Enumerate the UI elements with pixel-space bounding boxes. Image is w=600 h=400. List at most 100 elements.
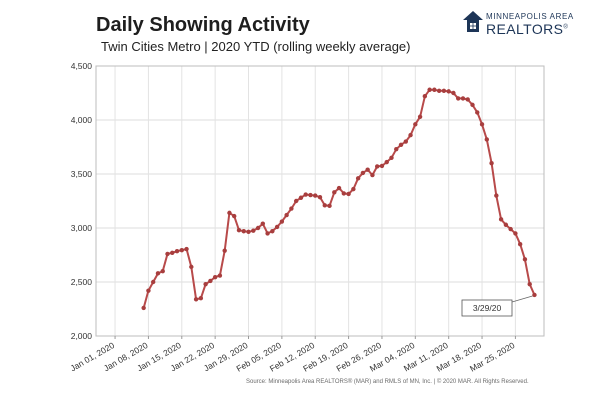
data-point: [389, 155, 394, 160]
data-point: [470, 102, 475, 108]
data-point: [222, 248, 227, 253]
plot-area-border: [95, 65, 545, 337]
data-point: [355, 176, 361, 181]
data-point: [460, 96, 466, 101]
data-point: [308, 192, 313, 198]
data-point: [427, 87, 432, 92]
data-point: [303, 192, 308, 197]
data-point: [456, 96, 461, 101]
data-point: [370, 172, 375, 178]
y-tick-label: 3,000: [71, 223, 93, 233]
data-point: [293, 198, 299, 204]
data-point: [232, 213, 237, 219]
data-point: [155, 271, 161, 276]
data-point: [236, 227, 242, 233]
data-point: [517, 242, 523, 247]
data-point: [255, 225, 261, 231]
source-note: Source: Minneapolis Area REALTORS® (MAR)…: [246, 379, 529, 385]
annotation-box: [461, 299, 513, 317]
data-point: [475, 110, 480, 115]
data-point: [165, 251, 170, 257]
data-point: [332, 190, 337, 195]
data-point: [212, 274, 218, 280]
data-point: [422, 94, 428, 99]
data-point: [413, 122, 418, 127]
y-tick-label: 4,000: [71, 115, 93, 125]
data-point: [251, 228, 256, 233]
data-point: [150, 279, 156, 285]
y-tick-label: 2,000: [71, 331, 93, 341]
data-point: [284, 212, 289, 218]
data-point: [351, 186, 356, 192]
data-point: [217, 273, 223, 278]
data-point: [432, 87, 437, 92]
data-point: [184, 246, 189, 252]
page-title: Daily Showing Activity: [96, 14, 310, 36]
data-point: [498, 217, 504, 222]
data-point: [346, 191, 351, 197]
data-point: [327, 203, 332, 209]
data-point: [479, 122, 485, 127]
data-point: [384, 159, 389, 165]
data-point: [365, 167, 370, 172]
chart-axes: [95, 65, 545, 339]
chart-grid: [96, 65, 544, 337]
data-point: [436, 88, 442, 94]
data-point: [241, 229, 246, 234]
chart-annotations: 3/29/20: [461, 295, 533, 317]
y-tick-label: 3,500: [71, 169, 93, 179]
data-point: [198, 296, 204, 301]
data-point: [193, 297, 199, 302]
realtors-logo: MINNEAPOLIS AREA REALTORS®: [462, 10, 592, 40]
data-point: [336, 185, 342, 191]
chart-series: [141, 87, 537, 311]
data-point: [141, 305, 146, 311]
data-point: [146, 288, 151, 293]
logo-text-top: MINNEAPOLIS AREA: [486, 12, 574, 21]
data-point: [465, 97, 470, 102]
data-point: [408, 132, 413, 138]
y-tick-label: 4,500: [71, 61, 93, 71]
data-point: [494, 193, 499, 198]
data-point: [508, 226, 513, 232]
data-point: [489, 161, 494, 166]
data-point: [203, 281, 208, 287]
data-point: [265, 231, 270, 236]
series-line: [142, 88, 536, 309]
y-axis-ticks: 2,000 2,500 3,000 3,500 4,000 4,500: [71, 61, 93, 341]
data-point: [160, 269, 165, 274]
logo-text-main: REALTORS®: [486, 21, 568, 37]
data-point: [189, 264, 194, 270]
data-point: [170, 250, 175, 256]
data-point: [270, 229, 275, 234]
data-point: [246, 229, 251, 234]
data-point: [441, 88, 447, 94]
data-point: [522, 257, 528, 262]
data-point: [446, 89, 451, 94]
data-point: [208, 278, 213, 284]
data-point: [274, 224, 280, 230]
annotation-label: 3/29/20: [473, 303, 502, 313]
data-point: [513, 231, 518, 236]
data-point: [417, 114, 423, 119]
logo-wordmark: REALTORS: [486, 21, 564, 37]
annotation-leader: [511, 295, 533, 303]
data-point: [341, 191, 347, 196]
data-point: [403, 139, 408, 144]
data-point: [179, 247, 184, 253]
data-point: [360, 170, 366, 176]
data-point: [174, 249, 180, 254]
data-point: [260, 221, 266, 226]
y-tick-label: 2,500: [71, 277, 93, 287]
data-point: [527, 281, 532, 287]
house-icon: [463, 11, 483, 32]
data-point: [503, 222, 509, 227]
data-point: [484, 137, 490, 142]
data-point: [394, 146, 399, 152]
data-point: [313, 193, 318, 198]
data-point: [289, 206, 294, 211]
data-point: [227, 210, 232, 216]
data-point: [298, 195, 304, 200]
